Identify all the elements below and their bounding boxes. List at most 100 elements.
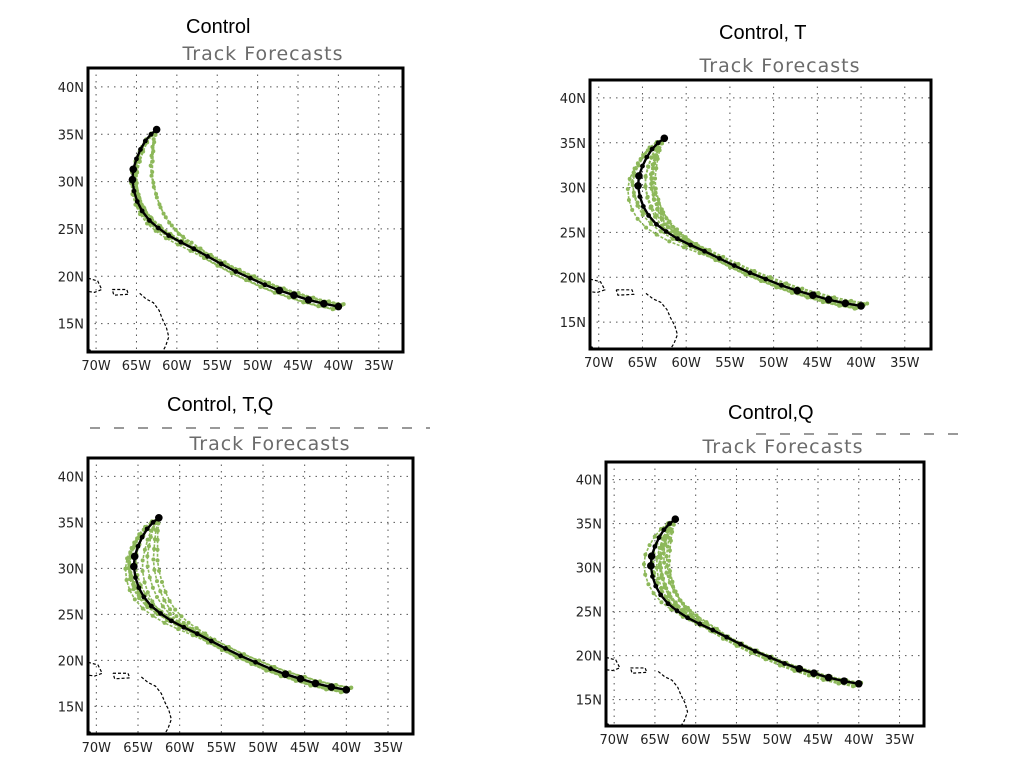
forecast-point	[707, 248, 712, 253]
forecast-point	[660, 536, 665, 541]
coastline	[140, 676, 172, 735]
forecast-point	[153, 228, 158, 233]
forecast-point	[150, 159, 155, 164]
lon-tick-label: 40W	[332, 741, 362, 756]
forecast-point	[652, 534, 657, 539]
forecast-point	[645, 194, 650, 199]
forecast-point	[163, 590, 168, 595]
forecast-track	[134, 517, 346, 692]
forecast-point	[127, 588, 132, 593]
forecast-point	[150, 599, 155, 604]
forecast-point	[667, 239, 672, 244]
observed-point	[130, 552, 139, 561]
observed-point	[688, 242, 693, 248]
forecast-point	[145, 554, 150, 559]
observed-point	[763, 276, 769, 282]
forecast-point	[682, 236, 687, 241]
forecast-point	[689, 612, 694, 617]
map-frame	[86, 66, 405, 354]
observed-point	[253, 659, 258, 665]
observed-point	[654, 221, 659, 227]
forecast-track	[626, 137, 856, 309]
lon-tick-label: 45W	[803, 356, 833, 371]
observed-point	[738, 641, 743, 647]
forecast-point	[635, 216, 640, 221]
observed-point	[652, 544, 658, 549]
observed-point	[824, 673, 833, 682]
observed-point	[857, 302, 865, 310]
observed-point	[671, 515, 680, 523]
forecast-point	[258, 284, 263, 289]
forecast-point	[685, 605, 690, 610]
forecast-point	[714, 626, 719, 631]
forecast-point	[157, 202, 162, 207]
forecast-point	[784, 281, 789, 286]
forecast-track	[644, 137, 855, 310]
observed-point	[136, 585, 142, 591]
observed-point	[218, 261, 224, 267]
lat-tick-label: 35N	[576, 518, 602, 533]
forecast-point	[173, 607, 178, 612]
forecast-point	[655, 555, 660, 560]
forecast-point	[244, 278, 249, 283]
observed-point	[139, 534, 145, 540]
forecast-point	[152, 140, 157, 145]
observed-point	[144, 526, 150, 532]
observed-point	[656, 535, 662, 541]
forecast-point	[678, 598, 683, 603]
observed-point	[635, 172, 643, 180]
forecast-point	[194, 626, 199, 631]
forecast-point	[132, 597, 137, 602]
lat-tick-label: 20N	[576, 650, 602, 665]
lon-tick-label: 65W	[628, 356, 658, 371]
forecast-point	[666, 220, 671, 225]
lat-tick-label: 30N	[560, 182, 586, 197]
forecast-point	[852, 306, 857, 311]
lat-tick-label: 40N	[560, 92, 586, 107]
observed-point	[304, 296, 313, 304]
observed-point	[637, 194, 643, 199]
lon-tick-label: 65W	[122, 359, 152, 374]
lat-tick-label: 35N	[560, 137, 586, 152]
forecast-track	[130, 128, 344, 305]
lon-tick-label: 65W	[640, 733, 670, 748]
forecast-point	[654, 166, 659, 171]
lon-tick-label: 55W	[207, 741, 237, 756]
forecast-point	[203, 631, 208, 636]
observed-point	[311, 679, 320, 688]
forecast-point	[630, 183, 635, 188]
forecast-point	[131, 583, 136, 588]
observed-point	[208, 638, 214, 644]
forecast-point	[663, 594, 668, 599]
coastline	[87, 661, 104, 677]
forecast-point	[654, 565, 659, 570]
forecast-point	[649, 204, 654, 209]
forecast-point	[671, 229, 676, 234]
forecast-point	[664, 570, 669, 575]
lon-tick-label: 45W	[283, 359, 313, 374]
forecast-point	[125, 556, 130, 561]
forecast-point	[648, 222, 653, 227]
lon-tick-label: 45W	[290, 741, 320, 756]
observed-point	[158, 611, 163, 616]
observed-point	[155, 514, 163, 522]
lat-tick-label: 30N	[58, 176, 84, 191]
observed-point	[702, 248, 707, 254]
forecast-point	[658, 229, 663, 234]
forecast-point	[627, 176, 632, 181]
forecast-point	[158, 589, 163, 594]
observed-point	[223, 646, 228, 651]
lat-tick-label: 25N	[58, 608, 84, 623]
forecast-point	[630, 207, 635, 212]
forecast-point	[636, 163, 641, 168]
observed-point	[650, 574, 655, 579]
forecast-track	[149, 129, 334, 310]
forecast-point	[648, 172, 653, 177]
forecast-point	[132, 542, 137, 547]
lat-tick-label: 20N	[58, 654, 84, 669]
forecast-point	[682, 610, 687, 615]
forecast-track	[131, 128, 342, 307]
forecast-point	[651, 591, 656, 596]
forecast-point	[136, 593, 141, 598]
forecast-point	[175, 242, 180, 247]
